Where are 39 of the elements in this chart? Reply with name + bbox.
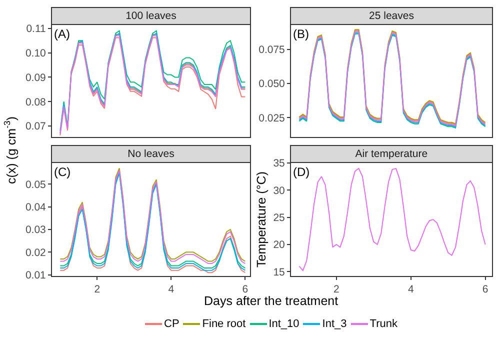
annotation: (C) — [54, 165, 71, 179]
x-axis-title: Days after the treatment — [204, 294, 339, 308]
y-tick-label: 0.05 — [25, 178, 46, 191]
chart-title: 25 leaves — [369, 10, 414, 22]
x-tick-label: 6 — [242, 284, 248, 296]
y-tick-label: 0.02 — [25, 246, 46, 259]
y-tick-label: 20 — [273, 239, 286, 252]
legend-label: Int_3 — [322, 318, 347, 330]
chart-title: No leaves — [128, 148, 174, 160]
x-tick-label: 4 — [168, 284, 174, 296]
chart-title: Air temperature — [355, 148, 428, 160]
y-tick-label: 0.08 — [25, 96, 46, 108]
y-tick-label: 35 — [273, 158, 286, 170]
legend-label: Trunk — [370, 318, 398, 330]
y-tick-label: 0.09 — [25, 72, 46, 84]
y-tick-label: 0.11 — [26, 23, 46, 36]
y-tick-label: 0.025 — [258, 112, 286, 124]
annotation: (D) — [293, 165, 310, 179]
chart-title: 100 leaves — [126, 10, 176, 22]
y-tick-label: 0.04 — [25, 201, 46, 214]
y-axis-title: Temperature (°C) — [254, 172, 268, 268]
x-tick-label: 2 — [333, 284, 340, 296]
legend-label: Int_10 — [268, 318, 300, 330]
y-tick-label: 0.03 — [25, 224, 46, 236]
y-tick-label: 30 — [273, 184, 286, 197]
x-tick-label: 2 — [94, 284, 100, 296]
x-tick-label: 6 — [482, 284, 488, 296]
legend-label: CP — [164, 318, 180, 330]
x-tick-label: 4 — [408, 284, 414, 296]
y-tick-label: 25 — [273, 212, 286, 224]
y-tick-label: 0.075 — [258, 44, 286, 56]
y-tick-label: 0.01 — [25, 270, 46, 282]
y-tick-label: 0.07 — [25, 120, 46, 133]
annotation: (A) — [54, 27, 70, 41]
annotation: (B) — [293, 27, 309, 41]
y-tick-label: 0.10 — [25, 47, 46, 60]
y-tick-label: 0.050 — [258, 78, 286, 90]
legend-label: Fine root — [202, 318, 246, 330]
y-tick-label: 15 — [273, 266, 286, 278]
